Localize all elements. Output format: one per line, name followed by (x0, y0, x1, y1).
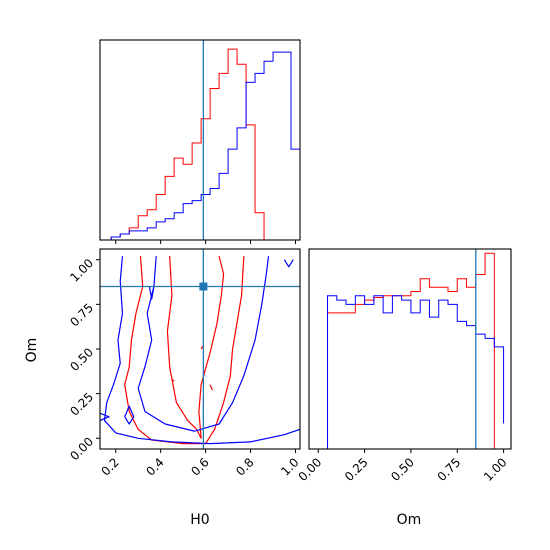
om-y-tick-label: 0.75 (67, 301, 96, 330)
h0-marginal-panel (99, 39, 301, 244)
red-contour-inner (166, 255, 225, 439)
om-y-tick-label: 0.25 (67, 390, 96, 419)
joint-contour-panel: 0.2 0.4 0.6 0.8 1.00.000.250.500.751.00 (67, 248, 302, 479)
om-marginal-panel: 0.00 0.25 0.50 0.75 1.00 (296, 248, 512, 484)
x-axis-label-h0: H0 (190, 512, 209, 528)
om-x-tick-label: 0.50 (388, 455, 417, 484)
joint-truth-marker (199, 282, 208, 291)
h0-marginal-frame (99, 39, 301, 241)
x-axis-label-om: Om (397, 512, 422, 528)
h0-x-tick-label: 0.4 (143, 455, 166, 478)
blue-contour-blob (148, 286, 155, 300)
red-contour-blob (209, 384, 213, 391)
joint-contours (100, 255, 300, 445)
h0-hist-blue (102, 51, 301, 241)
om-y-tick-label: 1.00 (67, 256, 96, 285)
om-x-tick-label: 0.25 (342, 455, 371, 484)
blue-contour-blob (100, 412, 110, 421)
h0-x-tick-label: 0.2 (98, 455, 121, 478)
blue-contour-inner (137, 256, 270, 432)
om-y-tick-label: 0.00 (67, 435, 96, 464)
y-axis-label-om: Om (24, 338, 40, 363)
h0-x-tick-label: 0.8 (233, 455, 256, 478)
om-x-tick-label: 1.00 (481, 455, 510, 484)
om-marginal-frame (308, 248, 512, 450)
h0-x-tick-label: 0.6 (188, 455, 211, 478)
blue-contour-blob (124, 405, 135, 425)
blue-contour-blob (283, 259, 294, 268)
h0-hist-red (102, 48, 300, 241)
red-contour-blob (171, 378, 175, 382)
om-x-tick-label: 0.75 (435, 455, 464, 484)
om-y-tick-label: 0.50 (67, 345, 96, 374)
om-x-tick-label: 0.00 (296, 455, 325, 484)
blue-contour-outer (103, 256, 300, 445)
